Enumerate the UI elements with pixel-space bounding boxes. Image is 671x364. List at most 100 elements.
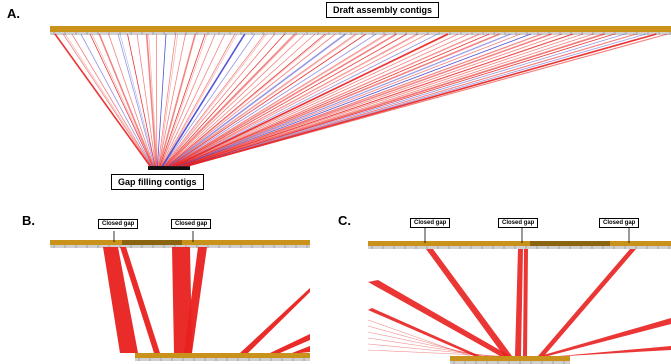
match-line bbox=[187, 33, 668, 167]
match-line bbox=[158, 33, 197, 167]
gap-filling-label: Gap filling contigs bbox=[111, 174, 204, 190]
match-line bbox=[177, 33, 490, 167]
match-line bbox=[89, 33, 153, 167]
match-line bbox=[158, 33, 186, 167]
match-line bbox=[173, 33, 428, 167]
gap-filling-bar bbox=[148, 166, 190, 170]
panel-b-letter: B. bbox=[22, 213, 35, 228]
match-band bbox=[103, 247, 138, 353]
match-line bbox=[367, 343, 495, 357]
panel-c bbox=[367, 228, 671, 364]
match-band bbox=[523, 249, 528, 356]
match-line bbox=[171, 33, 397, 167]
panel-b-filled-region bbox=[122, 240, 182, 245]
panel-c-top-bar bbox=[368, 241, 671, 246]
match-line bbox=[165, 33, 306, 167]
match-line bbox=[160, 33, 226, 167]
match-band bbox=[292, 346, 310, 353]
panel-c-letter: C. bbox=[338, 213, 351, 228]
match-band bbox=[515, 249, 523, 356]
match-line bbox=[159, 33, 206, 167]
match-line bbox=[174, 33, 449, 167]
closed-gap-label: Closed gap bbox=[98, 219, 139, 229]
match-line bbox=[184, 33, 605, 167]
panel-b-bottom-bar-scale bbox=[135, 358, 310, 361]
match-line bbox=[91, 33, 154, 167]
panel-c-filled-region bbox=[530, 241, 610, 246]
draft-assembly-bar-scale bbox=[50, 32, 671, 35]
match-line bbox=[187, 33, 657, 167]
match-band bbox=[538, 249, 636, 356]
closed-gap-label: Closed gap bbox=[410, 218, 451, 228]
match-line bbox=[163, 33, 266, 167]
match-line bbox=[180, 33, 552, 167]
match-line bbox=[117, 33, 155, 167]
match-line bbox=[173, 33, 420, 167]
match-line bbox=[182, 33, 573, 167]
match-band bbox=[426, 249, 512, 356]
match-line bbox=[184, 33, 615, 167]
panel-a-letter: A. bbox=[7, 6, 20, 21]
match-line bbox=[164, 33, 267, 167]
match-band bbox=[240, 288, 310, 353]
match-line bbox=[71, 33, 152, 167]
match-line bbox=[162, 33, 238, 167]
match-line bbox=[54, 33, 151, 167]
match-line bbox=[179, 33, 521, 167]
match-line bbox=[161, 33, 246, 167]
match-line bbox=[170, 33, 387, 167]
match-band bbox=[172, 247, 192, 353]
closed-gap-label: Closed gap bbox=[599, 218, 640, 228]
match-line bbox=[175, 33, 451, 167]
panel-b-top-bar-scale bbox=[50, 245, 310, 248]
match-band bbox=[368, 280, 510, 356]
match-line bbox=[64, 33, 152, 167]
match-line bbox=[157, 33, 177, 167]
panel-c-bottom-bar-scale bbox=[450, 361, 570, 364]
match-line bbox=[166, 33, 316, 167]
draft-assembly-bar bbox=[50, 26, 671, 32]
match-line bbox=[160, 33, 216, 167]
match-line bbox=[174, 33, 438, 167]
match-line bbox=[80, 33, 153, 167]
match-line bbox=[367, 337, 489, 357]
match-line bbox=[181, 33, 563, 167]
match-line bbox=[167, 33, 336, 167]
match-line bbox=[62, 33, 151, 167]
panel-b bbox=[50, 231, 310, 361]
match-line bbox=[157, 33, 167, 167]
match-band bbox=[368, 308, 480, 356]
match-band bbox=[184, 247, 207, 353]
panel-c-top-bar-scale bbox=[368, 246, 671, 249]
match-line bbox=[175, 33, 469, 167]
match-line bbox=[164, 33, 286, 167]
match-line bbox=[169, 33, 367, 167]
match-line bbox=[179, 33, 531, 167]
match-line bbox=[178, 33, 511, 167]
match-line bbox=[136, 33, 157, 167]
match-line bbox=[162, 33, 256, 167]
match-line bbox=[170, 33, 377, 167]
panel-c-bottom-bar bbox=[450, 356, 570, 361]
match-line bbox=[160, 33, 208, 167]
match-line bbox=[168, 33, 346, 167]
match-line bbox=[176, 33, 480, 167]
match-line bbox=[155, 33, 158, 167]
match-line bbox=[119, 33, 156, 167]
match-line bbox=[367, 349, 501, 357]
match-line bbox=[182, 33, 584, 167]
match-line bbox=[172, 33, 418, 167]
match-band bbox=[560, 346, 671, 356]
match-line bbox=[108, 33, 155, 167]
match-line bbox=[145, 33, 158, 167]
match-line bbox=[186, 33, 636, 167]
closed-gap-label: Closed gap bbox=[498, 218, 539, 228]
match-line bbox=[172, 33, 407, 167]
match-line bbox=[185, 33, 626, 167]
panel-b-bottom-bar bbox=[135, 353, 310, 358]
match-line bbox=[175, 33, 459, 167]
match-line bbox=[177, 33, 500, 167]
match-band bbox=[270, 334, 310, 353]
match-line bbox=[98, 33, 154, 167]
